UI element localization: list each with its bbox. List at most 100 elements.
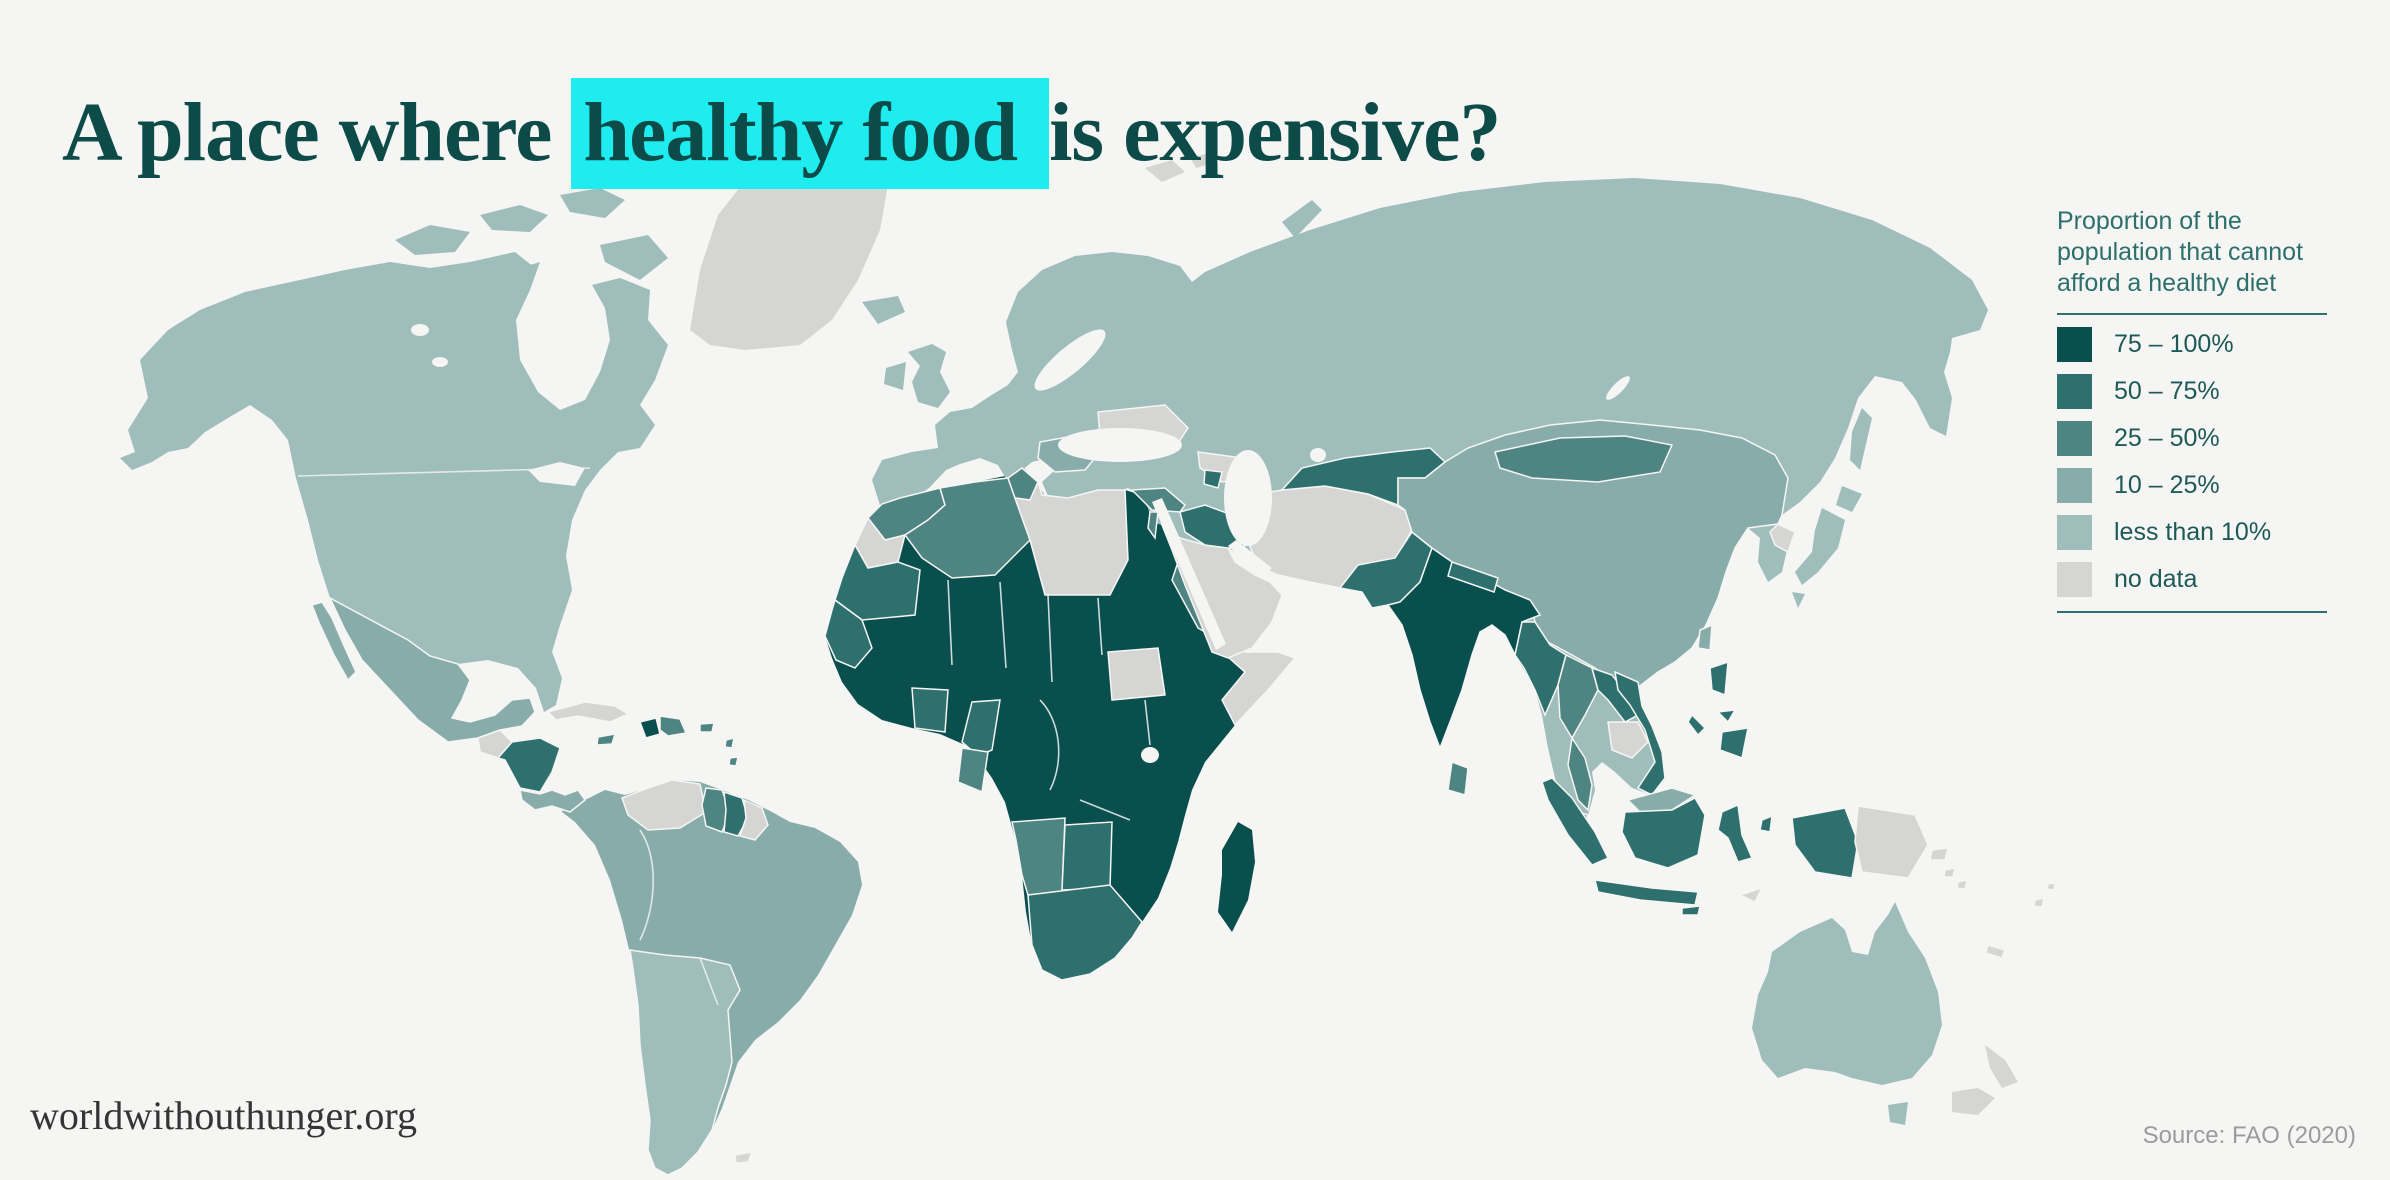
persian-gulf — [1228, 540, 1272, 576]
page-title: A place where healthy food is expensive? — [62, 78, 1501, 190]
legend-rule-top — [2057, 313, 2327, 315]
country-suriname[interactable]: Suriname — [723, 790, 749, 837]
title-pre: A place where — [62, 86, 572, 180]
country-botswana[interactable]: Botswana — [1061, 821, 1113, 891]
country-namibia[interactable]: Namibia — [1011, 817, 1066, 896]
country-nepal[interactable]: Nepal — [1447, 561, 1499, 593]
border-west-africa — [947, 579, 1103, 683]
country-southern-cone[interactable]: Argentina / Chile / Paraguay — [629, 949, 741, 1176]
country-french-guiana[interactable]: French Guiana — [739, 798, 769, 841]
country-algeria[interactable]: Algeria — [903, 477, 1031, 579]
country-north-korea[interactable]: North Korea — [1769, 523, 1796, 554]
country-iceland[interactable]: Iceland — [862, 296, 905, 324]
legend-swatch-no-data — [2057, 562, 2092, 597]
border-us-canada — [297, 467, 591, 477]
country-israel[interactable]: Israel — [1147, 511, 1159, 541]
country-dominican-republic[interactable]: Dominican Republic — [659, 715, 688, 737]
legend-rule-bottom — [2057, 611, 2327, 613]
legend-item-75-100: 75 – 100% — [2057, 321, 2327, 368]
country-falkland-islands[interactable]: Falkland Islands — [734, 1151, 754, 1164]
legend-item-no-data: no data — [2057, 556, 2327, 603]
country-sakhalin[interactable]: Sakhalin — [1850, 408, 1872, 470]
country-ghana-togo-benin[interactable]: Ghana / Togo / Benin — [911, 687, 949, 733]
country-united-kingdom[interactable]: United Kingdom — [908, 344, 950, 408]
country-armenia[interactable]: Armenia — [1203, 469, 1223, 489]
lake-victoria — [1141, 747, 1159, 763]
legend-rows: 75 – 100% 50 – 75% 25 – 50% 10 – 25% less th… — [2057, 321, 2327, 603]
site-credit: worldwithouthunger.org — [30, 1093, 418, 1138]
country-new-caledonia[interactable]: New Caledonia — [1985, 944, 2006, 959]
legend-label-25-50: 25 – 50% — [2114, 424, 2220, 452]
country-madagascar[interactable]: Madagascar — [1218, 822, 1255, 932]
baltic-sea — [1034, 329, 1106, 391]
country-puerto-rico[interactable]: Puerto Rico — [699, 722, 715, 733]
country-ireland[interactable]: Ireland — [884, 362, 906, 390]
country-laos[interactable]: Laos — [1590, 666, 1639, 723]
aral-sea — [1310, 448, 1326, 462]
country-myanmar[interactable]: Myanmar — [1514, 621, 1567, 717]
country-mauritania[interactable]: Mauritania — [834, 543, 921, 621]
country-cambodia[interactable]: Cambodia — [1607, 721, 1649, 759]
country-mexico[interactable]: Mexico — [310, 596, 536, 743]
country-japan[interactable]: Japan — [1792, 486, 1862, 608]
black-sea — [1058, 428, 1182, 462]
country-greenland[interactable]: Greenland — [690, 152, 888, 350]
country-south-sudan[interactable]: South Sudan — [1107, 647, 1166, 701]
country-mongolia[interactable]: Mongolia — [1494, 435, 1674, 483]
country-honduras-nicaragua[interactable]: Honduras / Nicaragua — [496, 737, 561, 793]
country-timor[interactable]: Timor-Leste — [1737, 886, 1764, 903]
country-costa-rica-panama[interactable]: Costa Rica / Panama — [519, 789, 587, 813]
country-africa[interactable]: Sub-Saharan Africa (most countries) — [825, 468, 1295, 980]
legend-label-50-75: 50 – 75% — [2114, 377, 2220, 405]
country-tasmania[interactable]: Tasmania — [1888, 1102, 1908, 1125]
legend-label-no-data: no data — [2114, 565, 2198, 593]
caspian-sea — [1224, 450, 1272, 546]
legend-swatch-75-100 — [2057, 327, 2092, 362]
legend-swatch-less-10 — [2057, 515, 2092, 550]
legend-title: Proportion of the population that cannot… — [2057, 207, 2304, 297]
lake-baikal — [1606, 376, 1630, 400]
legend-label-less-10: less than 10% — [2114, 518, 2272, 546]
country-senegal-guinea[interactable]: Senegal / Gambia — [824, 598, 873, 669]
country-indonesia[interactable]: Indonesia — [1541, 777, 1859, 916]
country-solomon-islands[interactable]: Solomon Islands — [1943, 867, 1968, 890]
country-cuba[interactable]: Cuba — [546, 701, 630, 723]
country-jamaica[interactable]: Jamaica — [596, 733, 617, 746]
country-new-zealand[interactable]: New Zealand — [1952, 1045, 2018, 1115]
country-taiwan[interactable]: Taiwan — [1697, 623, 1713, 651]
legend-label-10-25: 10 – 25% — [2114, 471, 2220, 499]
legend-item-25-50: 25 – 50% — [2057, 415, 2327, 462]
legend-item-50-75: 50 – 75% — [2057, 368, 2327, 415]
map-internal-borders — [297, 467, 1151, 1006]
country-svalbard[interactable]: Svalbard — [1145, 154, 1210, 182]
legend-label-75-100: 75 – 100% — [2114, 330, 2234, 358]
country-papua-new-guinea[interactable]: Papua New Guinea — [1854, 805, 1949, 879]
country-haiti[interactable]: Haiti — [639, 717, 661, 739]
country-arctic-islands[interactable]: Canada / United States / Alaska — [395, 188, 668, 282]
red-sea — [1152, 498, 1226, 650]
country-south-africa[interactable]: South Africa — [1027, 884, 1143, 981]
map-seas-and-lakes — [411, 324, 1630, 763]
great-bear-lake — [411, 324, 429, 336]
country-guyana[interactable]: Guyana — [701, 787, 731, 833]
map-country-overlays: Mexico Guatemala Honduras / Nicaragua Co… — [310, 404, 2056, 1176]
border-central-africa — [1039, 699, 1151, 821]
legend-swatch-25-50 — [2057, 421, 2092, 456]
legend-swatch-50-75 — [2057, 374, 2092, 409]
title-post: is expensive? — [1049, 86, 1501, 180]
map-legend: Proportion of the population that cannot… — [2057, 206, 2327, 619]
country-libya[interactable]: Libya — [1013, 479, 1129, 596]
country-lesser-antilles[interactable]: Lesser Antilles — [724, 736, 739, 767]
country-australia[interactable]: Australia — [1752, 902, 1942, 1085]
country-somalia[interactable]: Somalia — [1217, 649, 1297, 727]
country-gabon[interactable]: Gabon — [957, 747, 989, 794]
title-highlight: healthy food — [571, 78, 1050, 190]
source-credit: Source: FAO (2020) — [2142, 1122, 2356, 1149]
country-philippines[interactable]: Philippines — [1687, 660, 1749, 760]
country-north-america[interactable]: Canada / United States / Alaska — [120, 262, 668, 712]
legend-item-less-10: less than 10% — [2057, 509, 2327, 556]
country-sri-lanka[interactable]: Sri Lanka — [1447, 760, 1469, 796]
country-novaya-zemlya[interactable]: Novaya Zemlya — [1282, 200, 1322, 238]
country-fiji[interactable]: Fiji — [2033, 882, 2056, 908]
